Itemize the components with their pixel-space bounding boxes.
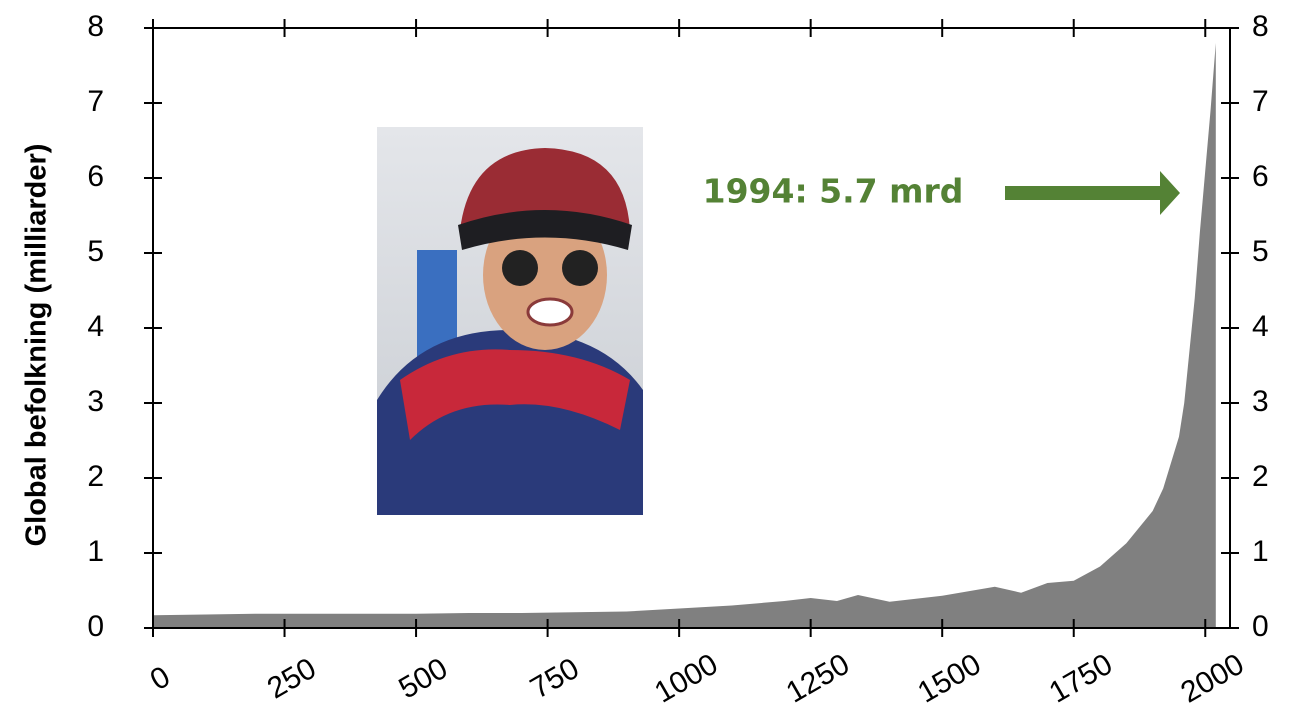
y2-tick-label: 7 [1252,85,1269,118]
y2-tick-label: 6 [1252,160,1269,193]
x-tick-label: 750 [525,652,585,706]
annotation: 1994: 5.7 mrd [703,172,964,211]
x-tick-label: 1750 [1044,648,1118,710]
y-tick-label: 5 [87,235,104,268]
y-tick-label: 0 [87,610,104,643]
annotation-arrow [1005,171,1180,215]
photo [377,127,643,515]
y2-tick-label: 3 [1252,385,1269,418]
y2-tick-label: 2 [1252,460,1269,493]
x-tick-label: 250 [262,652,322,706]
y-tick-label: 6 [87,160,104,193]
plot-frame [152,27,1231,629]
x-tick-label: 0 [145,660,176,697]
area [153,43,1216,628]
y-tick-label: 7 [87,85,104,118]
y-tick-label: 1 [87,535,104,568]
y-tick-label: 2 [87,460,104,493]
y2-tick-label: 4 [1252,310,1269,343]
y2-tick-label: 8 [1252,10,1269,43]
y2-tick-label: 5 [1252,235,1269,268]
y2-tick-label: 1 [1252,535,1269,568]
y-tick-label: 4 [87,310,104,343]
x-tick-label: 1250 [781,648,855,710]
x-tick-label: 2000 [1175,648,1249,710]
y2-tick-label: 0 [1252,610,1269,643]
x-tick-label: 1000 [649,648,723,710]
y-axis-label: Global befolkning (milliarder) [21,144,53,547]
y-tick-label: 8 [87,10,104,43]
x-tick-label: 1500 [912,648,986,710]
x-tick-label: 500 [393,652,453,706]
y-tick-label: 3 [87,385,104,418]
